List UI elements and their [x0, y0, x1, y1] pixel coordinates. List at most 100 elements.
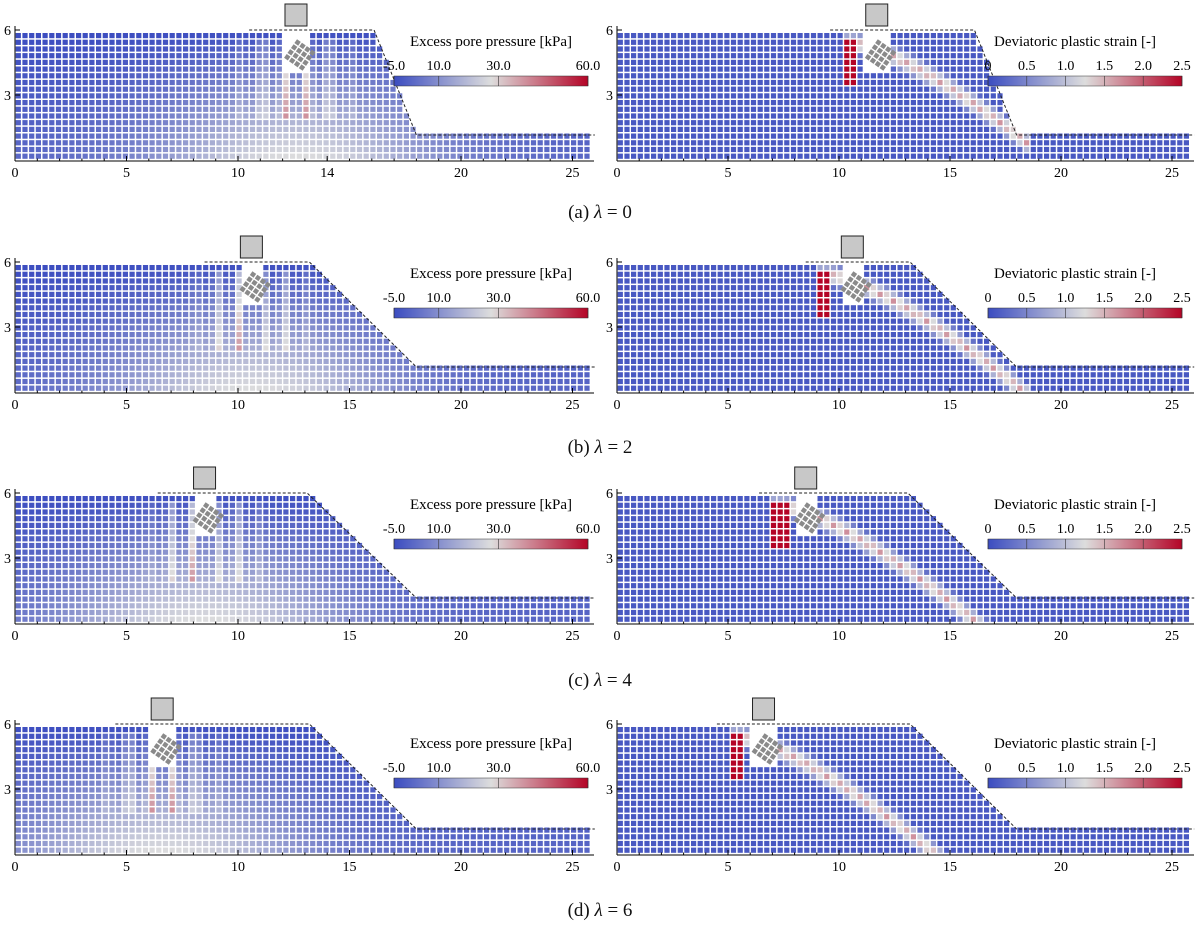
colorbar-tick-label: 10.0 — [427, 761, 452, 776]
x-tick-label: 25 — [566, 398, 580, 413]
x-tick-label: 14 — [320, 166, 334, 181]
material-points — [15, 496, 590, 622]
colorbar-title: Excess pore pressure [kPa] — [410, 266, 572, 282]
colorbar — [987, 777, 1183, 789]
colorbar-tick-label: 0 — [985, 291, 992, 306]
x-tick-label: 15 — [343, 860, 357, 875]
colorbar-tick-label: 2.0 — [1134, 59, 1152, 74]
y-tick-label: 3 — [606, 783, 613, 798]
footing-platform — [793, 502, 826, 534]
x-tick-label: 10 — [832, 398, 846, 413]
colorbar-tick-label: 2.0 — [1134, 761, 1152, 776]
colorbar-tick-label: 0 — [985, 59, 992, 74]
pore-pressure-panel: 0 5 10 15 20 25 6 3 Excess pore pressure [kPa] -5… — [4, 235, 601, 413]
x-tick-label: 5 — [123, 398, 130, 413]
plastic-strain-panel: 0 5 10 15 20 25 6 3 Deviatoric plastic strain [-… — [606, 697, 1195, 875]
footing-block — [865, 3, 889, 27]
initial-geometry-outline — [805, 261, 1195, 368]
initial-geometry-outline — [204, 261, 595, 368]
colorbar-tick-label: 0 — [985, 522, 992, 537]
material-points — [15, 33, 590, 159]
y-tick-label: 3 — [4, 89, 11, 104]
colorbar-tick-label: 1.5 — [1096, 291, 1114, 306]
colorbar-title: Deviatoric plastic strain [-] — [994, 34, 1156, 50]
footing-platform — [284, 39, 316, 71]
caption-a: (a) λ = 0 — [568, 202, 632, 223]
colorbar — [987, 538, 1183, 550]
x-tick-label: 15 — [343, 398, 357, 413]
x-tick-label: 10 — [832, 860, 846, 875]
material-points — [15, 727, 590, 853]
x-tick-label: 15 — [943, 398, 957, 413]
colorbar-tick-label: -5.0 — [383, 59, 405, 74]
y-tick-label: 3 — [4, 552, 11, 567]
x-tick-label: 20 — [454, 166, 468, 181]
footing-block — [284, 3, 308, 27]
colorbar — [987, 75, 1183, 87]
x-tick-label: 5 — [725, 629, 732, 644]
colorbar-tick-label: 60.0 — [576, 291, 601, 306]
x-tick-label: 0 — [12, 629, 19, 644]
colorbar-tick-label: 60.0 — [576, 761, 601, 776]
x-tick-label: 10 — [832, 629, 846, 644]
colorbar-tick-label: 2.5 — [1173, 59, 1191, 74]
colorbar — [393, 538, 589, 550]
y-tick-label: 3 — [606, 89, 613, 104]
colorbar-title: Excess pore pressure [kPa] — [410, 34, 572, 50]
colorbar-title: Deviatoric plastic strain [-] — [994, 266, 1156, 282]
colorbar-title: Deviatoric plastic strain [-] — [994, 736, 1156, 752]
panel-row-1: 0 5 10 15 20 25 6 3 Excess pore pressure [kPa] -5… — [4, 235, 1195, 413]
y-tick-label: 6 — [4, 487, 11, 502]
x-tick-label: 20 — [454, 398, 468, 413]
colorbar-tick-label: 2.5 — [1173, 761, 1191, 776]
x-tick-label: 25 — [1165, 398, 1179, 413]
colorbar — [393, 75, 589, 87]
x-tick-label: 25 — [566, 629, 580, 644]
colorbar-title: Deviatoric plastic strain [-] — [994, 497, 1156, 513]
x-tick-label: 5 — [123, 629, 130, 644]
x-tick-label: 5 — [725, 166, 732, 181]
x-tick-label: 10 — [231, 398, 245, 413]
panel-row-0: 0 5 10 14 20 25 6 3 Excess pore pressure [kPa] -5… — [4, 3, 1195, 181]
colorbar-tick-label: 10.0 — [427, 291, 452, 306]
x-tick-label: 15 — [943, 166, 957, 181]
x-tick-label: 15 — [943, 629, 957, 644]
x-tick-label: 5 — [725, 398, 732, 413]
material-points — [617, 265, 1189, 391]
y-tick-label: 6 — [606, 487, 613, 502]
x-tick-label: 10 — [231, 860, 245, 875]
colorbar-tick-label: 1.0 — [1057, 291, 1075, 306]
y-tick-label: 6 — [606, 718, 613, 733]
y-tick-label: 6 — [606, 256, 613, 271]
x-tick-label: 10 — [832, 166, 846, 181]
material-points — [617, 496, 1189, 622]
x-tick-label: 5 — [123, 166, 130, 181]
x-tick-label: 0 — [12, 398, 19, 413]
colorbar-tick-label: 0.5 — [1018, 59, 1036, 74]
y-tick-label: 6 — [4, 24, 11, 39]
colorbar-tick-label: 30.0 — [486, 761, 511, 776]
y-tick-label: 3 — [606, 552, 613, 567]
colorbar-tick-label: 2.0 — [1134, 522, 1152, 537]
colorbar-tick-label: 60.0 — [576, 59, 601, 74]
colorbar — [987, 307, 1183, 319]
footing-block — [239, 235, 263, 259]
caption-c: (c) λ = 4 — [568, 670, 632, 691]
caption-b: (b) λ = 2 — [567, 437, 633, 458]
x-tick-label: 0 — [614, 398, 621, 413]
footing-platform — [239, 271, 271, 303]
panel-row-3: 0 5 10 15 20 25 6 3 Excess pore pressure [kPa] -5… — [4, 697, 1195, 875]
x-tick-label: 0 — [614, 166, 621, 181]
footing-platform — [150, 733, 182, 765]
material-points — [617, 727, 1189, 853]
colorbar — [393, 777, 589, 789]
x-tick-label: 15 — [943, 860, 957, 875]
colorbar-tick-label: -5.0 — [383, 761, 405, 776]
x-tick-label: 0 — [12, 166, 19, 181]
colorbar-tick-label: 1.0 — [1057, 761, 1075, 776]
y-tick-label: 3 — [4, 783, 11, 798]
plastic-strain-panel: 0 5 10 15 20 25 6 3 Deviatoric plastic strain [-… — [606, 235, 1195, 413]
x-tick-label: 25 — [566, 166, 580, 181]
colorbar-tick-label: 30.0 — [486, 522, 511, 537]
